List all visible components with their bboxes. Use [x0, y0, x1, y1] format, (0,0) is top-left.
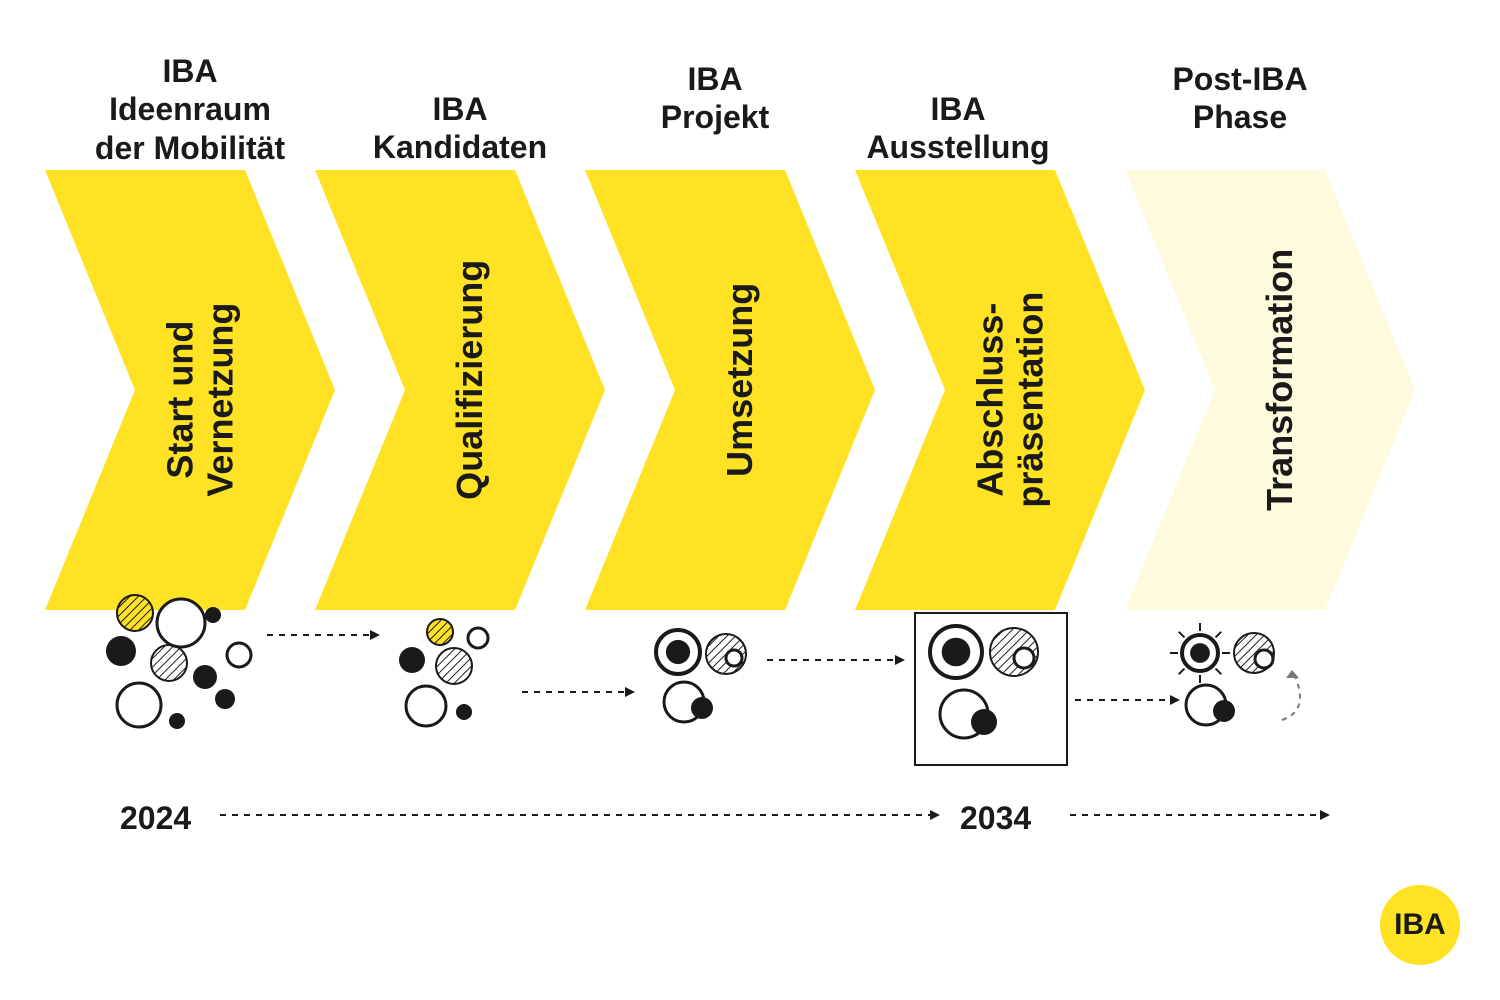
motif-cluster2	[398, 620, 538, 740]
dashed-arrow	[522, 684, 637, 700]
stage-title-stage2: IBA Kandidaten	[330, 90, 590, 167]
stage-title-stage5: Post-IBA Phase	[1120, 60, 1360, 137]
dashed-arrow	[220, 807, 942, 823]
motif-cluster5	[1172, 625, 1322, 745]
stage-title-stage1: IBA Ideenraum der Mobilität	[60, 52, 320, 167]
chevron-label-stage1: Start und Vernetzung	[160, 180, 239, 620]
dashed-arrow	[1075, 692, 1182, 708]
chevron-label-stage2: Qualifizierung	[450, 160, 490, 600]
year-end: 2034	[960, 800, 1031, 837]
dashed-arrow	[1070, 807, 1332, 823]
motif-cluster3	[656, 630, 786, 740]
dashed-arrow	[767, 652, 907, 668]
iba-badge: IBA	[1380, 885, 1460, 965]
stage-title-stage3: IBA Projekt	[600, 60, 830, 137]
chevron-label-stage5: Transformation	[1260, 160, 1300, 600]
motif-cluster1	[105, 595, 295, 755]
motif-cluster4	[926, 622, 1056, 752]
iba-badge-label: IBA	[1394, 908, 1446, 942]
chevron-label-stage3: Umsetzung	[720, 160, 760, 600]
chevron-label-stage4: Abschluss- präsentation	[970, 180, 1049, 620]
stage-title-stage4: IBA Ausstellung	[818, 90, 1098, 167]
year-start: 2024	[120, 800, 191, 837]
